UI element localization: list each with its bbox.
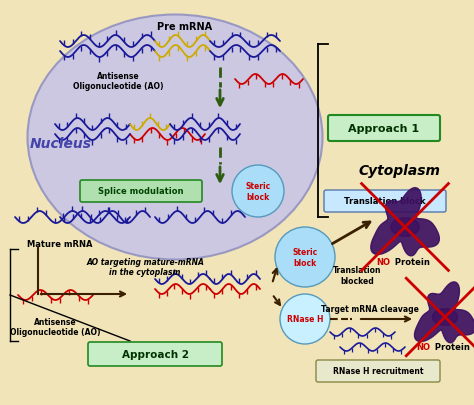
FancyBboxPatch shape: [316, 360, 440, 382]
Text: Target mRNA cleavage: Target mRNA cleavage: [321, 304, 419, 313]
Circle shape: [232, 166, 284, 217]
Text: Approach 1: Approach 1: [348, 124, 419, 134]
Ellipse shape: [27, 15, 322, 260]
Text: NO: NO: [376, 257, 390, 266]
Text: Translation block: Translation block: [344, 197, 426, 206]
Polygon shape: [391, 218, 419, 237]
Text: Approach 2: Approach 2: [121, 349, 189, 359]
Text: RNase H recruitment: RNase H recruitment: [333, 367, 423, 375]
Text: Pre mRNA: Pre mRNA: [157, 22, 212, 32]
Circle shape: [275, 228, 335, 287]
Text: Splice modulation: Splice modulation: [98, 187, 184, 196]
Text: NO: NO: [416, 342, 430, 351]
Polygon shape: [414, 282, 474, 343]
Text: Antisense
Oligonucleotide (AO): Antisense Oligonucleotide (AO): [73, 72, 163, 91]
Text: Antisense
Oligonucleotide (AO): Antisense Oligonucleotide (AO): [10, 317, 100, 337]
Text: Steric
block: Steric block: [292, 248, 318, 267]
Circle shape: [280, 294, 330, 344]
Text: RNase H: RNase H: [287, 315, 323, 324]
Text: Protein: Protein: [392, 257, 430, 266]
FancyBboxPatch shape: [328, 116, 440, 142]
Text: AO targeting mature-mRNA
in the cytoplasm: AO targeting mature-mRNA in the cytoplas…: [86, 257, 204, 277]
FancyBboxPatch shape: [80, 181, 202, 202]
Text: Nucleus: Nucleus: [30, 136, 92, 151]
FancyBboxPatch shape: [324, 190, 446, 213]
Text: Translation
blocked: Translation blocked: [333, 266, 381, 285]
Polygon shape: [432, 309, 457, 325]
Text: Mature mRNA: Mature mRNA: [27, 239, 93, 248]
Polygon shape: [371, 188, 439, 256]
FancyBboxPatch shape: [88, 342, 222, 366]
Text: Steric
block: Steric block: [246, 182, 271, 201]
Text: Cytoplasm: Cytoplasm: [359, 164, 441, 177]
Text: Protein: Protein: [432, 342, 470, 351]
